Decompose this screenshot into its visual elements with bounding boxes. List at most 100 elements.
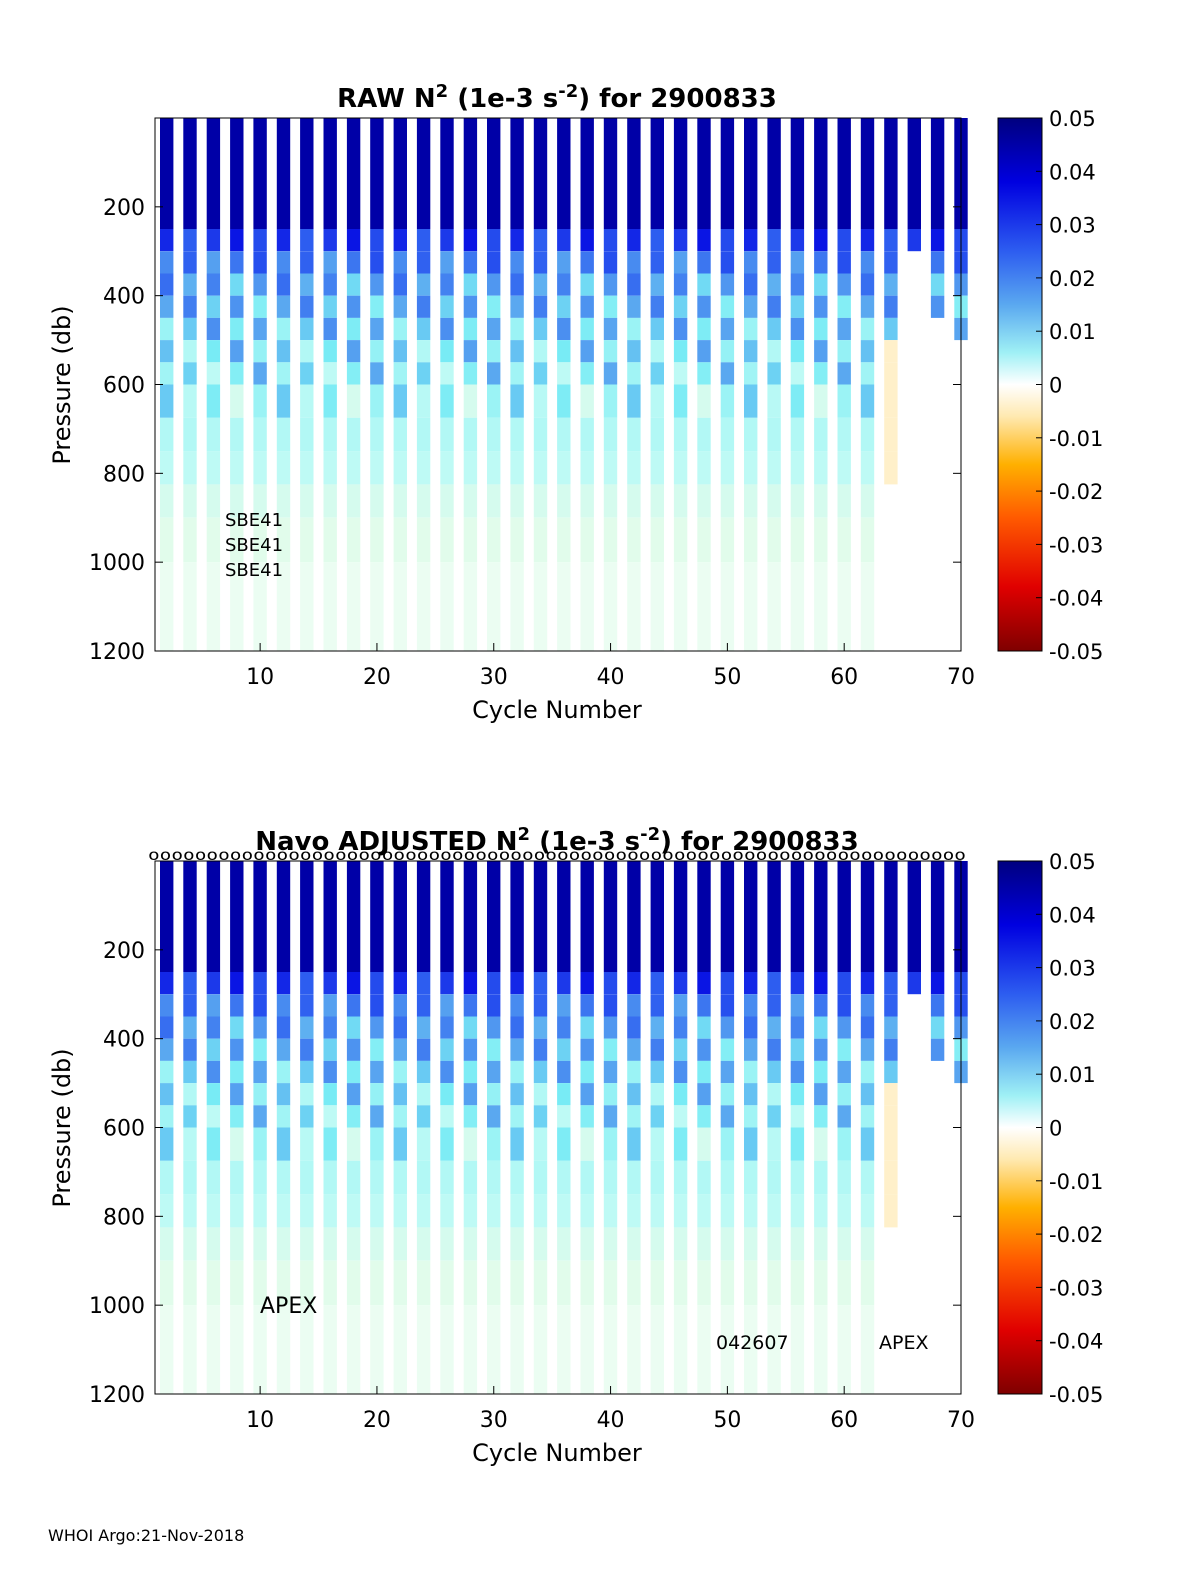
heatmap-cell: [697, 1305, 711, 1394]
heatmap-cell: [650, 1038, 664, 1061]
heatmap-cell: [393, 295, 407, 318]
heatmap-cell: [884, 994, 898, 1017]
heatmap-cell: [160, 1160, 174, 1195]
y-tick-label: 1000: [89, 551, 145, 576]
heatmap-cell: [930, 972, 945, 995]
heatmap-cell: [790, 362, 805, 385]
heatmap-cell: [440, 417, 454, 452]
heatmap-cell: [790, 972, 805, 995]
heatmap-cell: [720, 1083, 735, 1106]
heatmap-cell: [557, 484, 571, 518]
heatmap-cell: [603, 273, 618, 296]
heatmap-cell: [790, 118, 805, 229]
heatmap-cell: [720, 295, 735, 318]
heatmap-cell: [860, 340, 875, 363]
heatmap-cell: [837, 517, 851, 563]
heatmap-cell: [230, 1227, 244, 1261]
heatmap-cell: [837, 273, 851, 296]
heatmap-cell: [744, 1060, 758, 1084]
heatmap-cell: [276, 295, 291, 318]
colorbar-tick-label: 0.01: [1049, 320, 1096, 344]
heatmap-cell: [323, 1305, 337, 1394]
heatmap-cell: [393, 861, 407, 972]
colorbar-tick-label: 0.03: [1049, 214, 1096, 238]
heatmap-cell: [463, 251, 478, 274]
heatmap-cell: [276, 340, 291, 363]
heatmap-cell: [814, 1038, 828, 1061]
heatmap-cell: [300, 1160, 314, 1195]
heatmap-cell: [627, 273, 641, 296]
heatmap-cell: [627, 1227, 641, 1261]
heatmap-cell: [884, 1105, 898, 1128]
heatmap-cell: [230, 562, 244, 651]
heatmap-cell: [416, 972, 431, 995]
heatmap-cell: [487, 362, 501, 385]
heatmap-cell: [533, 118, 548, 229]
heatmap-cell: [160, 417, 174, 452]
heatmap-cell: [744, 1194, 758, 1228]
heatmap-cell: [253, 1060, 267, 1084]
heatmap-cell: [697, 1105, 711, 1128]
heatmap-cell: [300, 340, 314, 363]
heatmap-cell: [276, 517, 291, 563]
heatmap-cell: [744, 1227, 758, 1261]
heatmap-cell: [884, 273, 898, 296]
heatmap-cell: [603, 861, 618, 972]
heatmap-cell: [160, 384, 174, 418]
heatmap-cell: [697, 517, 711, 563]
heatmap-cell: [673, 517, 688, 563]
heatmap-cell: [627, 484, 641, 518]
heatmap-cell: [510, 1160, 524, 1195]
heatmap-cell: [930, 251, 945, 274]
heatmap-cell: [627, 251, 641, 274]
heatmap-cell: [814, 484, 828, 518]
heatmap-cell: [557, 1227, 571, 1261]
heatmap-cell: [323, 1083, 337, 1106]
heatmap-cell: [603, 1194, 618, 1228]
heatmap-cell: [720, 994, 735, 1017]
heatmap-cell: [487, 417, 501, 452]
heatmap-cell: [183, 273, 197, 296]
heatmap-cell: [580, 517, 594, 563]
heatmap-cell: [673, 1016, 688, 1039]
heatmap-cell: [230, 251, 244, 274]
heatmap-cell: [697, 1260, 711, 1306]
heatmap-cell: [346, 517, 361, 563]
heatmap-cell: [860, 1305, 875, 1394]
heatmap-cell: [627, 362, 641, 385]
heatmap-cell: [650, 384, 664, 418]
heatmap-cell: [393, 1160, 407, 1195]
heatmap-cell: [440, 273, 454, 296]
heatmap-cell: [603, 1105, 618, 1128]
heatmap-cell: [510, 1083, 524, 1106]
heatmap-cell: [206, 1194, 221, 1228]
heatmap-cell: [650, 994, 664, 1017]
heatmap-cell: [370, 118, 384, 229]
heatmap-cell: [884, 295, 898, 318]
heatmap-cell: [346, 861, 361, 972]
annotation-text: APEX: [260, 1294, 317, 1319]
heatmap-cell: [253, 1038, 267, 1061]
heatmap-cell: [884, 972, 898, 995]
heatmap-cell: [837, 451, 851, 485]
heatmap-cell: [463, 1105, 478, 1128]
colorbar-tick-label: 0.05: [1049, 107, 1096, 131]
heatmap-cell: [744, 417, 758, 452]
heatmap-cell: [744, 1038, 758, 1061]
heatmap-cell: [720, 972, 735, 995]
heatmap-cell: [160, 562, 174, 651]
heatmap-cell: [650, 1016, 664, 1039]
heatmap-cell: [510, 251, 524, 274]
heatmap-cell: [230, 517, 244, 563]
heatmap-cell: [884, 340, 898, 363]
heatmap-cell: [510, 229, 524, 252]
heatmap-cell: [767, 417, 781, 452]
colorbar-tick-label: -0.04: [1049, 1330, 1103, 1354]
heatmap-cell: [884, 1194, 898, 1228]
heatmap-cell: [533, 1227, 548, 1261]
heatmap-cell: [580, 295, 594, 318]
heatmap-cell: [230, 1083, 244, 1106]
heatmap-cell: [627, 1016, 641, 1039]
heatmap-cell: [440, 1016, 454, 1039]
x-tick-label: 70: [947, 665, 975, 690]
